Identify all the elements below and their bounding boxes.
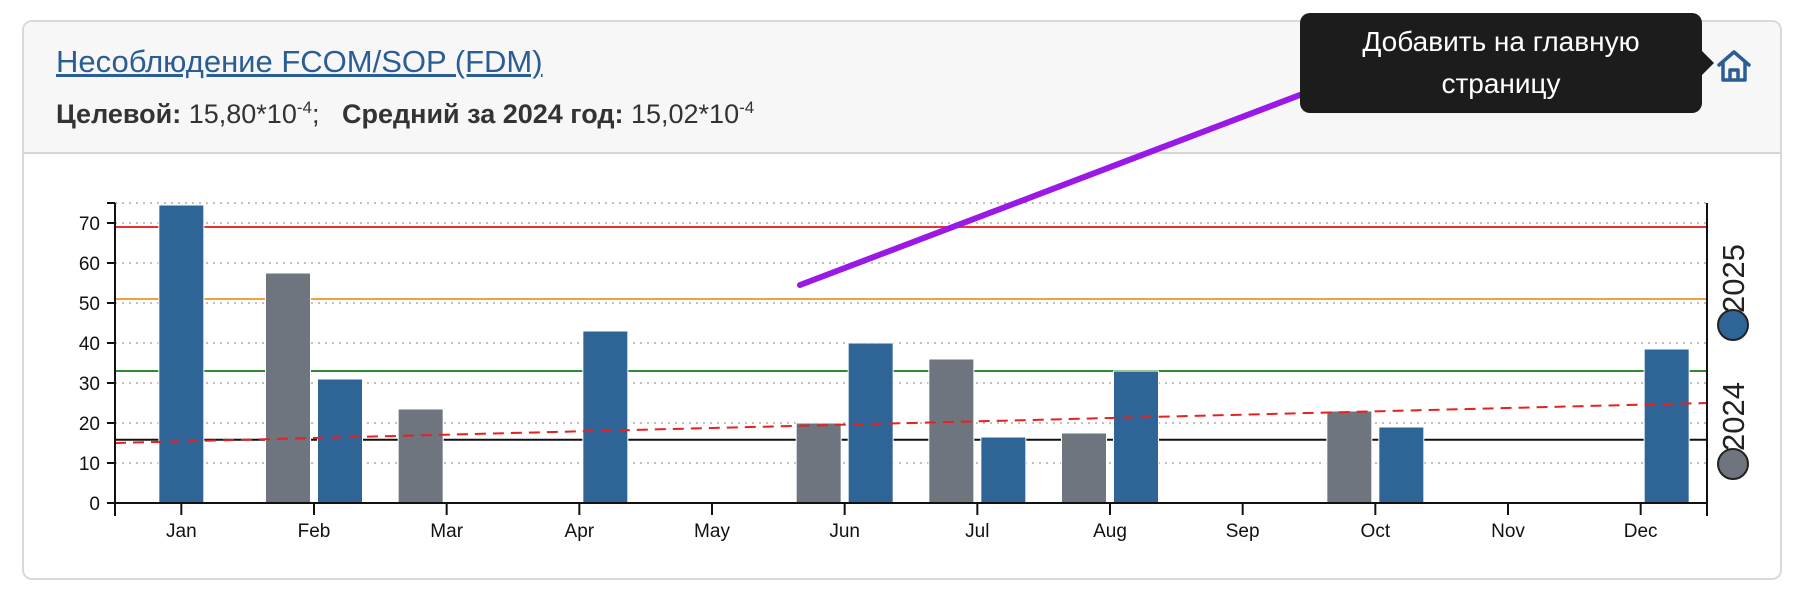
- bar-2025-jan: [158, 204, 205, 504]
- y-tick-label-60: 60: [79, 254, 100, 275]
- x-tick-label-jun: Jun: [829, 521, 860, 542]
- x-tick-label-may: May: [694, 521, 730, 542]
- bar-2024-jun: [795, 422, 842, 504]
- home-icon: [1717, 50, 1751, 82]
- x-tick-label-jan: Jan: [166, 521, 197, 542]
- card-title-link[interactable]: Несоблюдение FCOM/SOP (FDM): [56, 44, 543, 79]
- bar-2025-jun: [847, 342, 894, 504]
- y-tick-label-40: 40: [79, 334, 100, 355]
- y-tick-label-20: 20: [79, 414, 100, 435]
- y-tick-label-30: 30: [79, 374, 100, 395]
- x-tick-label-mar: Mar: [430, 521, 463, 542]
- bar-2024-mar: [397, 408, 444, 504]
- trend-line: [114, 402, 1708, 444]
- bar-2024-jul: [928, 358, 975, 504]
- tooltip-line-2: страницу: [1441, 68, 1561, 99]
- average-label: Средний за 2024 год:: [342, 99, 624, 129]
- bar-2025-jul: [980, 436, 1027, 504]
- legend-swatch-2025: [1717, 309, 1749, 341]
- tooltip: Добавить на главную страницу: [1300, 13, 1714, 113]
- card-subtitle: Целевой: 15,80*10-4; Средний за 2024 год…: [56, 98, 754, 130]
- x-tick-label-dec: Dec: [1624, 521, 1658, 542]
- bar-2025-oct: [1378, 426, 1425, 504]
- x-tick-label-feb: Feb: [298, 521, 331, 542]
- bar-2025-apr: [582, 330, 629, 504]
- x-tick-label-oct: Oct: [1361, 521, 1391, 542]
- target-label: Целевой:: [56, 99, 182, 129]
- add-to-home-button[interactable]: [1712, 44, 1756, 88]
- y-tick-label-70: 70: [79, 214, 100, 235]
- annotation-arrow-line: [797, 76, 1345, 288]
- average-exponent: -4: [739, 98, 755, 117]
- target-separator: ;: [311, 99, 320, 129]
- target-exponent: -4: [296, 98, 312, 117]
- x-tick-label-sep: Sep: [1226, 521, 1260, 542]
- bar-2025-feb: [317, 378, 363, 504]
- legend-label-2025: 2025: [1716, 244, 1751, 313]
- y-tick-label-10: 10: [79, 454, 100, 475]
- bar-2024-oct: [1326, 410, 1373, 504]
- bar-2024-aug: [1061, 432, 1107, 504]
- tooltip-line-1: Добавить на главную: [1362, 26, 1640, 57]
- bar-2025-aug: [1113, 370, 1159, 504]
- bar-2024-feb: [265, 272, 311, 504]
- bar-2025-dec: [1643, 348, 1690, 504]
- x-tick-label-apr: Apr: [565, 521, 595, 542]
- legend-label-2024: 2024: [1716, 382, 1751, 451]
- y-tick-label-0: 0: [89, 494, 100, 515]
- x-tick-label-aug: Aug: [1093, 521, 1127, 542]
- y-tick-label-50: 50: [79, 294, 100, 315]
- legend-swatch-2024: [1717, 448, 1749, 480]
- target-value: 15,80*10: [188, 99, 297, 129]
- x-tick-label-jul: Jul: [965, 521, 989, 542]
- x-tick-label-nov: Nov: [1491, 521, 1525, 542]
- average-value: 15,02*10: [630, 99, 740, 129]
